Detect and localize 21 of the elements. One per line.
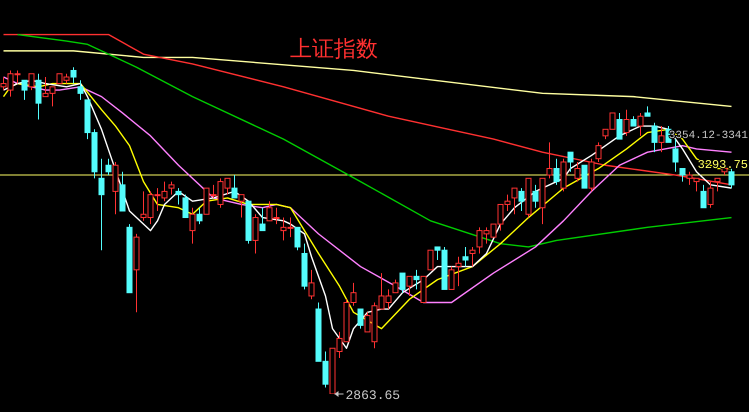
candlestick [518,188,524,212]
candlestick [78,80,84,100]
candlestick [190,207,196,244]
candlestick [112,161,118,215]
candlestick [70,66,76,84]
candlestick [36,73,42,120]
candlestick [414,269,420,290]
candlestick [456,256,462,287]
candlestick [554,158,560,186]
candlestick [168,181,174,196]
candlestick [672,138,678,172]
candlestick [624,109,630,136]
candlestick [462,246,468,268]
candlestick [302,243,308,290]
candlestick [532,184,538,208]
candlestick [546,142,552,179]
candlestick [98,158,104,251]
annotation: 2863.65 [346,388,400,403]
candlestick [658,126,664,153]
chart-title: 上证指数 [290,36,378,64]
candlestick [176,188,182,205]
